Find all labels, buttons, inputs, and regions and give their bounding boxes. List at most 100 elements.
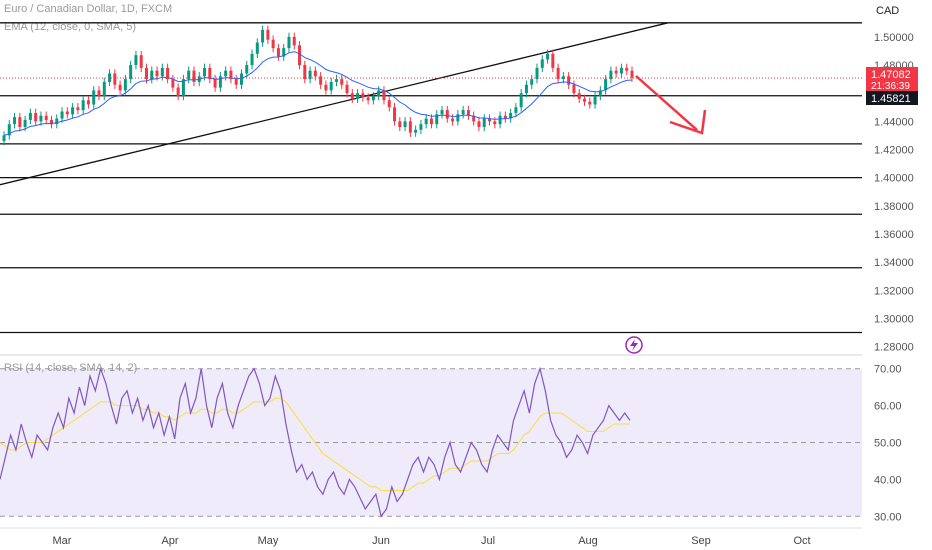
candle-body [81, 100, 85, 111]
price-tick-label: 1.32000 [874, 285, 914, 297]
candle-body [445, 110, 449, 119]
price-tick-label: 1.50000 [874, 32, 914, 44]
candle-body [414, 129, 418, 133]
candle-body [546, 53, 550, 60]
candle-body [129, 65, 133, 80]
rsi-tick-label: 50.00 [874, 438, 902, 450]
price-tick-label: 1.40000 [874, 173, 914, 185]
candle-body [176, 87, 180, 97]
candle-body [382, 90, 386, 101]
candle-body [7, 124, 11, 136]
candle-body [287, 36, 291, 49]
candle-body [144, 67, 148, 80]
candle-body [583, 98, 587, 102]
candle-body [245, 65, 249, 74]
candle-body [208, 67, 212, 80]
candle-body [540, 59, 544, 68]
price-tick-label: 1.28000 [874, 342, 914, 354]
candle-body [192, 70, 196, 82]
candle-body [313, 70, 317, 77]
candle-body [593, 96, 597, 105]
candle-body [398, 121, 402, 127]
price-tick-label: 1.42000 [874, 144, 914, 156]
candle-body [519, 93, 523, 108]
candle-body [261, 29, 265, 43]
rsi-tick-label: 60.00 [874, 401, 902, 413]
candle-body [371, 96, 375, 101]
candle-body [361, 93, 365, 98]
candle-body [92, 90, 96, 105]
candle-body [13, 117, 17, 125]
candle-body [630, 70, 634, 78]
candle-body [292, 36, 296, 46]
x-axis: Mar Apr May Jun Jul Aug Sep Oct [53, 535, 811, 547]
x-tick-label: Oct [793, 535, 810, 547]
candle-body [356, 93, 360, 99]
candle-body [366, 97, 370, 101]
candle-body [49, 119, 53, 125]
candle-body [319, 76, 323, 85]
x-tick-label: May [258, 535, 279, 547]
candle-body [102, 81, 106, 97]
rsi-title: RSI (14, close, SMA, 14, 2) [4, 362, 137, 374]
candle-body [23, 119, 27, 127]
candle-body [229, 70, 233, 80]
candle-body [435, 114, 439, 125]
chart-title: Euro / Canadian Dollar, 1D, FXCM [4, 3, 172, 15]
candle-body [181, 79, 185, 97]
candle-body [234, 79, 238, 85]
price-tick-label: 1.36000 [874, 229, 914, 241]
candle-body [150, 70, 154, 80]
candle-body [203, 67, 207, 77]
candle-body [134, 55, 138, 66]
rsi-band [0, 368, 862, 517]
candle-body [123, 79, 127, 91]
x-tick-label: Mar [53, 535, 72, 547]
price-badge-value: 1.47082 [871, 69, 911, 81]
candle-body [155, 70, 159, 77]
candle-body [524, 84, 528, 94]
x-tick-label: Aug [578, 535, 598, 547]
candle-body [514, 107, 518, 113]
rsi-ma-line [0, 397, 630, 491]
candle-body [139, 55, 143, 68]
candle-body [493, 121, 497, 125]
candle-body [118, 84, 122, 91]
candle-body [472, 115, 476, 122]
candle-body [71, 107, 75, 115]
candle-body [218, 76, 222, 88]
candle-body [482, 118, 486, 127]
rsi-tick-label: 30.00 [874, 511, 902, 523]
candle-body [255, 42, 259, 54]
candle-body [60, 111, 64, 119]
candle-body [224, 70, 228, 77]
candle-body [498, 115, 502, 125]
candle-body [408, 121, 412, 133]
candle-body [271, 39, 275, 49]
candle-body [34, 112, 38, 122]
x-tick-label: Apr [161, 535, 178, 547]
ema-line [3, 51, 633, 136]
candle-body [340, 79, 344, 85]
candle-body [556, 67, 560, 80]
candle-body [65, 111, 69, 115]
candle-body [239, 73, 243, 85]
rsi-axis: 70.00 60.00 50.00 40.00 30.00 [874, 364, 902, 524]
rsi-line [0, 366, 631, 518]
candle-body [28, 112, 32, 120]
candle-body [598, 90, 602, 97]
candle-body [39, 115, 43, 122]
candle-body [187, 70, 191, 80]
candle-body [614, 70, 618, 74]
candle-body [282, 48, 286, 57]
candle-body [44, 115, 48, 120]
candle-body [18, 117, 22, 127]
candle-body [461, 110, 465, 115]
candle-body [308, 70, 312, 80]
lightning-icon[interactable] [625, 336, 643, 354]
candle-body [503, 115, 507, 119]
candle-body [324, 84, 328, 91]
price-tick-label: 1.38000 [874, 201, 914, 213]
candle-body [535, 67, 539, 80]
candle-body [113, 73, 117, 85]
